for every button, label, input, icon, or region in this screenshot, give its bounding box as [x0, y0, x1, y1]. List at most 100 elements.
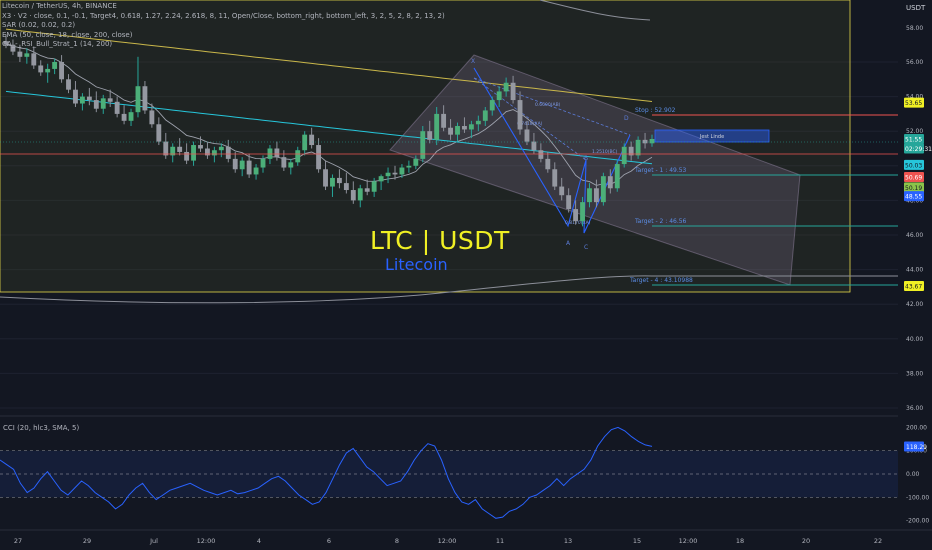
candle-body	[628, 146, 634, 156]
cci-tag-label: 118.29	[906, 444, 927, 451]
legend-indicator-2[interactable]: SAR (0.02, 0.02, 0.2)	[2, 21, 76, 29]
price-tag	[904, 159, 924, 170]
pattern-xb-line	[473, 77, 587, 161]
time-label: 27	[14, 537, 22, 545]
time-label: Jul	[149, 537, 158, 545]
candle-body	[10, 44, 16, 52]
candle-body	[489, 100, 495, 111]
time-label: 4	[257, 537, 261, 545]
cci-line	[0, 426, 653, 519]
candle-body	[531, 141, 537, 151]
candle-body	[205, 148, 210, 156]
price-label: 46.00	[906, 232, 923, 239]
candle-body	[357, 188, 363, 201]
price-tag	[904, 182, 924, 193]
price-tag-label: 02:29:31	[905, 146, 932, 153]
time-label: 15	[633, 537, 641, 545]
candle-body	[156, 124, 162, 142]
cci-legend: CCI (20, hlc3, SMA, 5)	[3, 424, 79, 432]
price-label: 38.00	[906, 370, 923, 377]
target-2-level-label: Target - 2 : 46.56	[634, 218, 687, 225]
candle-body	[281, 157, 287, 168]
candle-body	[302, 134, 308, 151]
pattern-legs	[473, 67, 631, 234]
candle-body	[510, 82, 516, 101]
candle-body	[232, 158, 238, 170]
candle-body	[177, 146, 183, 152]
candle-body	[114, 101, 120, 114]
candle-body	[371, 181, 377, 192]
target-1-level-label: Target - 1 : 49.53	[634, 167, 687, 174]
candle-body	[225, 146, 231, 159]
candle-body	[503, 82, 509, 92]
target-4-level-label: Target - 4 : 43.10988	[629, 277, 693, 284]
candle-body	[79, 96, 85, 104]
legend-indicator-3[interactable]: EMA (50, close, 18, close, 200, close)	[2, 30, 133, 39]
time-label: 6	[327, 537, 331, 545]
candle-body	[59, 62, 65, 80]
candle-body	[336, 177, 342, 184]
price-tag	[904, 281, 924, 292]
price-tag-label: 53.65	[905, 100, 922, 107]
candlestick-series	[3, 34, 655, 227]
candle-body	[364, 188, 370, 192]
time-label: 8	[395, 537, 399, 545]
price-tag-label: 50.03	[905, 162, 922, 169]
candle-body	[406, 165, 412, 168]
price-label: 40.00	[906, 336, 923, 343]
candle-body	[66, 79, 71, 90]
pattern-point-d: D	[624, 115, 629, 122]
candle-body	[538, 150, 544, 159]
candle-body	[559, 186, 565, 196]
candle-body	[587, 188, 592, 203]
legend-indicator-1[interactable]: X3 · V2 · close, 0.1, -0.1, Target4, 0.6…	[2, 11, 445, 20]
ratio-label-1: 0.6600(AB)	[535, 102, 561, 108]
axis-currency: USDT	[906, 4, 926, 12]
time-label: 11	[496, 537, 504, 545]
candle-body	[462, 126, 467, 130]
candle-body	[295, 150, 301, 163]
price-label: 54.00	[906, 94, 923, 101]
candle-body	[288, 162, 294, 168]
candle-body	[211, 150, 217, 156]
price-tag	[904, 97, 924, 108]
candle-body	[149, 110, 155, 125]
price-tag	[904, 191, 924, 202]
candle-body	[385, 172, 391, 177]
candle-body	[45, 68, 51, 73]
time-label: 22	[874, 537, 882, 545]
candle-body	[482, 110, 488, 121]
ratio-label-3: 1.2510(BC)	[592, 149, 618, 155]
candle-body	[434, 113, 440, 140]
price-label: 52.00	[906, 128, 923, 135]
target-levels: Stop : 52.902 Target - 1 : 49.53 Target - …	[0, 107, 898, 286]
pattern-point-a: A	[566, 240, 571, 247]
price-tag-label: 51.55	[905, 136, 922, 143]
cci-pane: CCI (20, hlc3, SMA, 5)	[0, 415, 898, 519]
cci-tag	[904, 441, 924, 452]
candle-body	[427, 131, 433, 140]
candle-body	[378, 176, 384, 182]
cci-axis-label: -100.00	[906, 494, 929, 501]
legend-indicator-4[interactable]: CA_-_RSI_Bull_Strat_1 (14, 200)	[2, 40, 113, 48]
time-label: 12:00	[679, 537, 698, 545]
legend-symbol[interactable]: Litecoin / TetherUS, 4h, BINANCE	[2, 2, 117, 10]
candle-body	[468, 124, 474, 130]
pair-name: Litecoin	[385, 255, 448, 274]
axis-bg	[898, 0, 932, 550]
candle-body	[184, 151, 190, 161]
candle-body	[517, 100, 523, 130]
candle-body	[635, 139, 641, 156]
candle-body	[496, 91, 502, 101]
pattern-point-b: B	[584, 155, 588, 162]
candle-body	[350, 190, 356, 201]
pattern-point-x: X	[471, 58, 475, 65]
candle-body	[420, 131, 426, 159]
candle-body	[121, 113, 127, 121]
candle-body	[399, 167, 405, 175]
pair-title: LTC | USDT	[370, 226, 510, 255]
stop-level-label: Stop : 52.902	[635, 107, 676, 114]
ratio-label-2: 0.7418(XA)	[517, 121, 543, 127]
candle-body	[93, 100, 99, 109]
